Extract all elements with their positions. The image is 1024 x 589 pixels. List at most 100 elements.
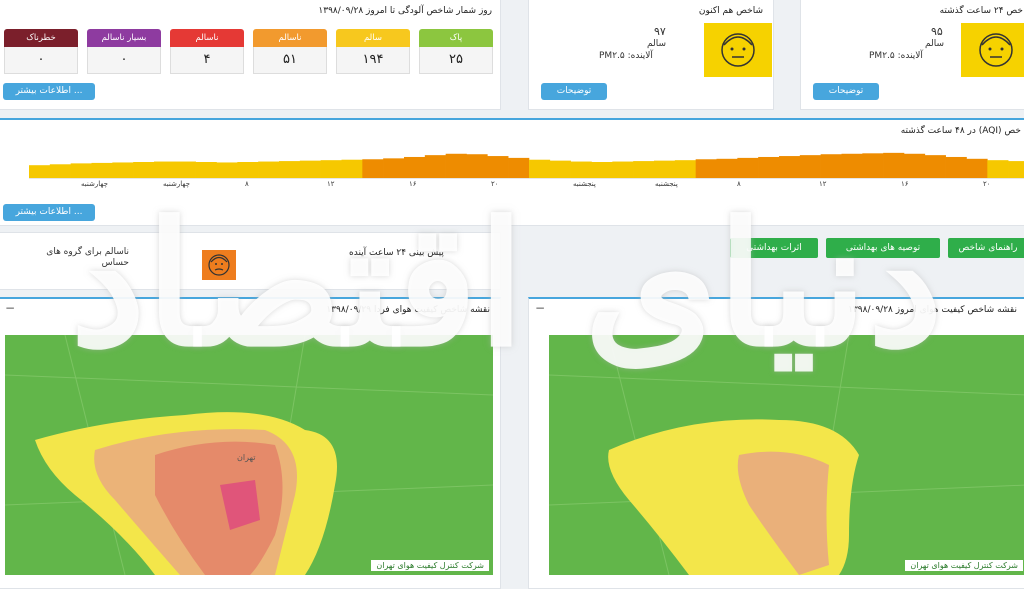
category-value: ۱۹۴ [336, 47, 410, 74]
aqi48-bar[interactable] [862, 153, 884, 178]
category-label: سالم [336, 29, 410, 47]
current-index-title: شاخص هم اکنون [698, 6, 763, 16]
aqi48-bar[interactable] [883, 152, 905, 178]
current-details-button[interactable]: توضیحات [541, 83, 607, 100]
category-tile: ناسالم ۴ [170, 29, 244, 74]
aqi48-bar[interactable] [945, 156, 967, 178]
collapse-icon[interactable]: − [535, 301, 546, 315]
aqi48-bar[interactable] [174, 161, 196, 178]
aqi48-bar[interactable] [112, 162, 134, 178]
category-label: بسیار ناسالم [87, 29, 161, 47]
aqi48-bar[interactable] [299, 160, 321, 178]
aqi48-bar[interactable] [195, 162, 217, 178]
aqi48-tick-label: ۱۶ [409, 180, 417, 188]
map-today-panel: − نقشه شاخص کیفیت هوای امروز ۱۳۹۸/۰۹/۲۸ … [528, 297, 1024, 589]
map-tomorrow-panel: − نقشه شاخص کیفیت هوای فردا ۱۳۹۸/۰۹/۲۹ ت… [0, 297, 501, 589]
aqi48-bar[interactable] [70, 163, 92, 178]
aqi48-bar[interactable] [362, 159, 384, 178]
aqi48-tick-label: چهارشنبه [81, 180, 108, 188]
map-today-title: نقشه شاخص کیفیت هوای امروز ۱۳۹۸/۰۹/۲۸ [848, 305, 1017, 315]
aqi48-bar[interactable] [320, 160, 342, 178]
aqi48-bar[interactable] [258, 161, 280, 178]
aqi48-bar[interactable] [799, 155, 821, 178]
map-tomorrow-title: نقشه شاخص کیفیت هوای فردا ۱۳۹۸/۰۹/۲۹ [326, 305, 490, 315]
category-label: ناسالم [170, 29, 244, 47]
aqi48-bar[interactable] [383, 158, 405, 178]
map-tomorrow[interactable]: تهران شرکت کنترل کیفیت هوای تهران [5, 335, 493, 575]
last24-status: سالم [925, 39, 945, 49]
aqi48-bar[interactable] [966, 158, 988, 178]
aqi48-bar[interactable] [279, 161, 301, 178]
aqi48-tick-label: ۲۰ [983, 180, 991, 188]
index-guide-button[interactable]: راهنمای شاخص [948, 238, 1024, 258]
more-info-button[interactable]: اطلاعات بیشتر ... [3, 83, 95, 100]
aqi48-bar[interactable] [924, 155, 946, 178]
aqi48-bar[interactable] [716, 158, 738, 178]
aqi48-tick-label: چهارشنبه [163, 180, 190, 188]
forecast-title: پیش بینی ۲۴ ساعت آینده [349, 248, 444, 258]
last24-face-icon [961, 23, 1024, 77]
last24-pollutant: آلاینده: PM۲.۵ [869, 51, 923, 61]
aqi48-bar[interactable] [654, 160, 676, 178]
category-tile: سالم ۱۹۴ [336, 29, 410, 74]
health-advice-button[interactable]: توصیه های بهداشتی [826, 238, 940, 258]
map-today-credit: شرکت کنترل کیفیت هوای تهران [905, 560, 1023, 571]
aqi48-bar[interactable] [612, 161, 634, 178]
aqi48-bar[interactable] [529, 159, 551, 178]
aqi48-bar[interactable] [987, 160, 1009, 178]
forecast-face-icon [202, 250, 236, 280]
aqi48-bar[interactable] [49, 164, 71, 178]
category-value: ۰ [4, 47, 78, 74]
category-label: ناسالم [253, 29, 327, 47]
daily-counts-panel: روز شمار شاخص آلودگی تا امروز ۱۳۹۸/۰۹/۲۸… [0, 0, 501, 110]
daily-counts-title: روز شمار شاخص آلودگی تا امروز ۱۳۹۸/۰۹/۲۸ [318, 6, 492, 16]
aqi48-bar[interactable] [216, 162, 238, 178]
category-tile: خطرناک ۰ [4, 29, 78, 74]
aqi48-bar[interactable] [1008, 161, 1024, 178]
aqi48-bar[interactable] [133, 162, 155, 178]
aqi48-chart [29, 152, 1024, 179]
map-city-label: تهران [237, 453, 255, 462]
aqi48-bar[interactable] [779, 156, 801, 178]
aqi48-bar[interactable] [154, 161, 176, 178]
aqi48-bar[interactable] [508, 157, 530, 178]
collapse-icon[interactable]: − [5, 301, 16, 315]
last24-details-button[interactable]: توضیحات [813, 83, 879, 100]
aqi48-bar[interactable] [758, 156, 780, 178]
aqi48-bar[interactable] [904, 153, 926, 178]
aqi48-bar[interactable] [570, 161, 592, 178]
aqi48-bar[interactable] [633, 161, 655, 178]
aqi48-bar[interactable] [466, 154, 488, 178]
aqi48-bar[interactable] [341, 159, 363, 178]
category-label: خطرناک [4, 29, 78, 47]
aqi48-more-button[interactable]: اطلاعات بیشتر ... [3, 204, 95, 221]
category-tile: ناسالم ۵۱ [253, 29, 327, 74]
aqi48-bar[interactable] [841, 153, 863, 178]
aqi48-bar[interactable] [29, 165, 51, 178]
aqi48-bar[interactable] [91, 162, 113, 178]
aqi48-bar[interactable] [237, 162, 259, 178]
aqi48-bar[interactable] [820, 154, 842, 178]
aqi48-bar[interactable] [549, 160, 571, 178]
aqi48-bar[interactable] [695, 159, 717, 178]
aqi48-bar[interactable] [424, 155, 446, 178]
aqi48-bar[interactable] [445, 153, 467, 178]
aqi48-tick-label: ۱۲ [327, 180, 335, 188]
aqi48-bar[interactable] [591, 162, 613, 178]
aqi48-tick-label: ۱۶ [901, 180, 909, 188]
aqi48-bar[interactable] [674, 160, 696, 178]
aqi48-title: خص (AQI) در ۴۸ ساعت گذشته [900, 126, 1021, 136]
health-effects-button[interactable]: اثرات بهداشتی [730, 238, 818, 258]
forecast-panel: پیش بینی ۲۴ ساعت آینده ناسالم برای گروه … [0, 232, 501, 290]
last24-title: خص ۲۴ ساعت گذشته [939, 6, 1023, 16]
category-tile: پاک ۲۵ [419, 29, 493, 74]
aqi48-bar[interactable] [737, 157, 759, 178]
current-index-value: ۹۷ [654, 25, 666, 38]
map-today[interactable]: شرکت کنترل کیفیت هوای تهران [549, 335, 1024, 575]
aqi48-bar[interactable] [404, 156, 426, 178]
aqi48-tick-label: ۸ [245, 180, 249, 188]
forecast-status: ناسالم برای گروه های حساس [46, 247, 129, 268]
current-index-status: سالم [647, 39, 667, 49]
aqi48-bar[interactable] [487, 156, 509, 178]
aqi48-tick-label: ۱۲ [819, 180, 827, 188]
